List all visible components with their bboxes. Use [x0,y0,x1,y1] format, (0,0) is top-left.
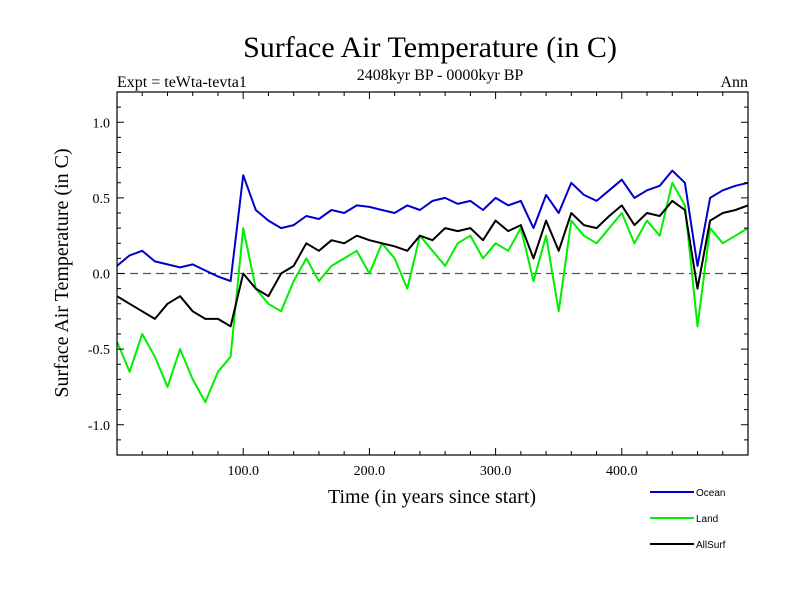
series-line-ocean [116,169,749,283]
y-tick-label: -1.0 [88,419,110,434]
y-tick-label: -0.5 [88,343,110,358]
legend-label-allsurf: AllSurf [696,540,726,551]
season-label: Ann [720,74,748,91]
experiment-label: Expt = teWta-tevta1 [117,74,247,91]
x-tick-label: 400.0 [606,464,638,479]
x-tick-label: 200.0 [354,464,386,479]
y-tick-label: 0.0 [93,268,111,283]
legend-label-ocean: Ocean [696,488,725,499]
y-axis-label: Surface Air Temperature (in C) [51,148,73,397]
y-tick-label: 1.0 [93,116,111,131]
x-tick-label: 300.0 [480,464,512,479]
x-axis-label: Time (in years since start) [328,486,536,508]
y-tick-label: 0.5 [93,192,111,207]
series-line-allsurf [116,199,749,328]
series-line-land [116,181,749,404]
chart-title: Surface Air Temperature (in C) [243,31,617,64]
period-label: 2408kyr BP - 0000kyr BP [357,67,524,84]
x-tick-label: 100.0 [227,464,259,479]
legend-label-land: Land [696,514,718,525]
